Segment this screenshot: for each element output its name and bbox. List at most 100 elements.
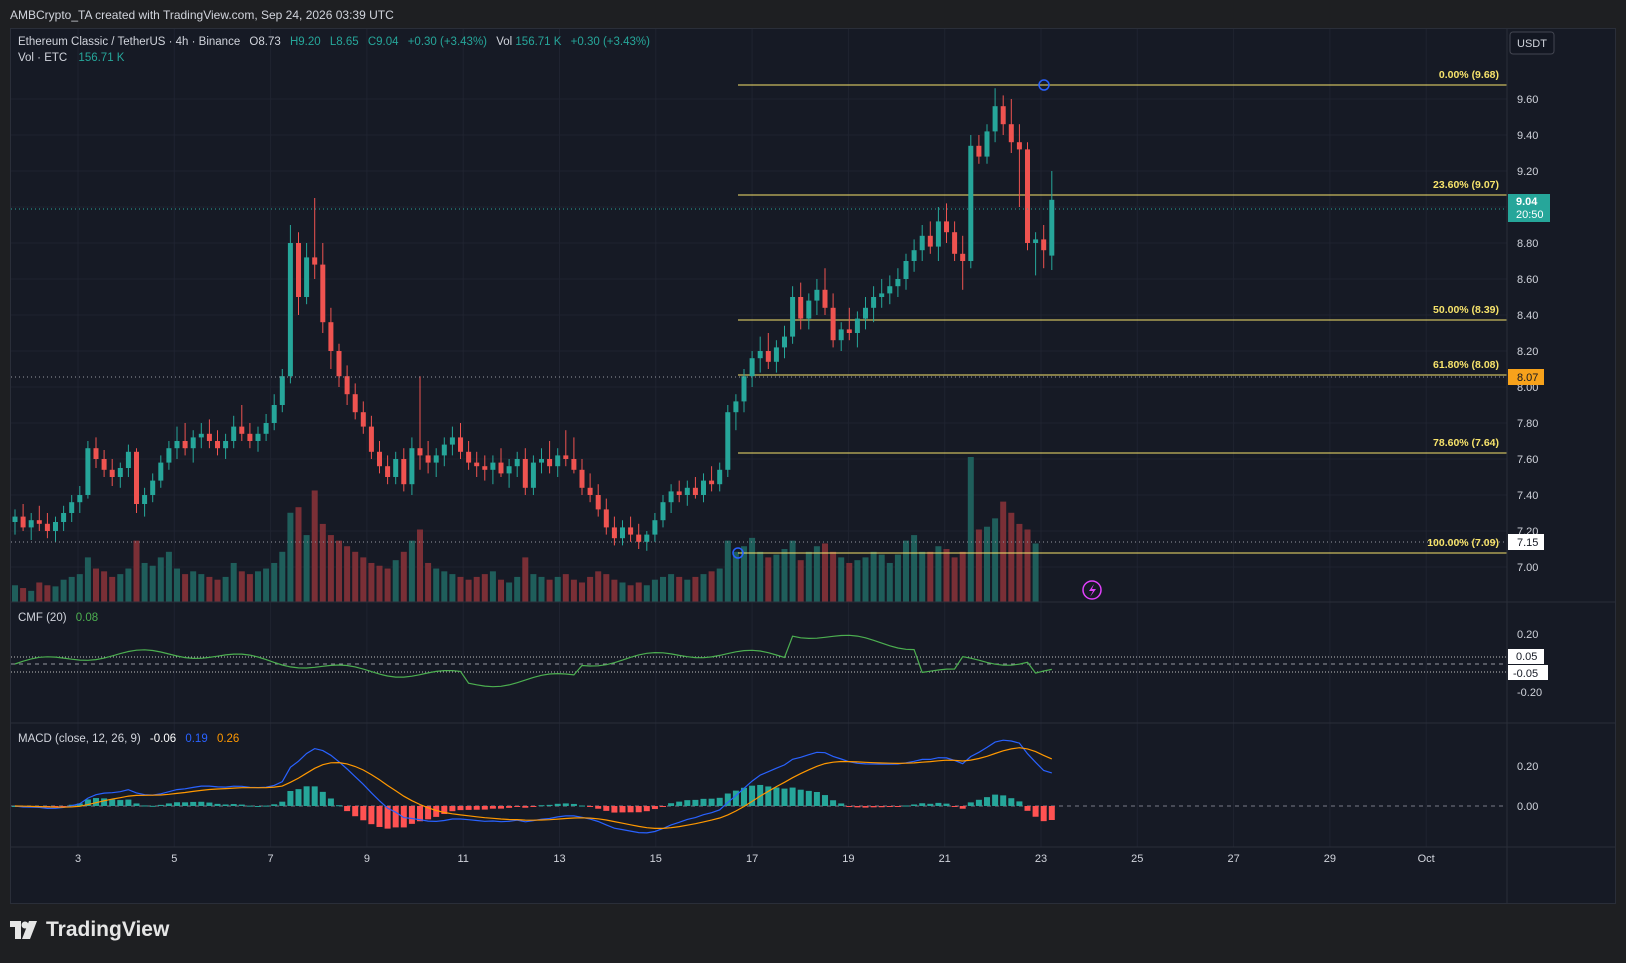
candle-body[interactable]: [984, 131, 990, 157]
candle-body[interactable]: [765, 351, 771, 362]
candle-body[interactable]: [458, 437, 463, 452]
candle-body[interactable]: [790, 297, 796, 337]
candle-body[interactable]: [1049, 199, 1055, 256]
candle-body[interactable]: [952, 232, 958, 254]
candle-body[interactable]: [352, 394, 358, 413]
candle-body[interactable]: [603, 509, 609, 528]
candle-body[interactable]: [150, 480, 156, 495]
candle-body[interactable]: [919, 235, 925, 251]
candle-body[interactable]: [846, 329, 852, 333]
candle-body[interactable]: [12, 516, 18, 522]
candle-body[interactable]: [263, 423, 269, 434]
candle-body[interactable]: [895, 279, 901, 287]
candle-body[interactable]: [611, 527, 617, 539]
candle-body[interactable]: [668, 491, 674, 503]
fib-anchor-low[interactable]: [732, 547, 744, 559]
candle-body[interactable]: [498, 462, 504, 474]
candle-body[interactable]: [255, 433, 261, 441]
candle-body[interactable]: [385, 466, 391, 477]
candle-body[interactable]: [1000, 106, 1006, 125]
candle-body[interactable]: [296, 243, 301, 297]
candle-body[interactable]: [109, 469, 115, 477]
candle-body[interactable]: [960, 253, 966, 261]
candle-body[interactable]: [425, 455, 431, 463]
candle-body[interactable]: [927, 235, 933, 247]
candle-body[interactable]: [838, 329, 844, 341]
candle-body[interactable]: [571, 459, 577, 470]
candle-body[interactable]: [166, 448, 172, 463]
candle-body[interactable]: [344, 376, 350, 395]
candle-body[interactable]: [1016, 142, 1022, 150]
tradingview-logo[interactable]: TradingView: [10, 918, 169, 942]
candle-body[interactable]: [158, 462, 164, 481]
candle-body[interactable]: [182, 441, 188, 449]
currency-badge[interactable]: USDT: [1509, 31, 1555, 55]
candle-body[interactable]: [563, 455, 569, 459]
candle-body[interactable]: [944, 221, 949, 233]
candle-body[interactable]: [976, 145, 982, 157]
fib-anchor-high[interactable]: [1038, 79, 1050, 91]
candle-body[interactable]: [555, 455, 561, 467]
candle-body[interactable]: [117, 468, 123, 477]
candle-body[interactable]: [368, 426, 374, 452]
candle-body[interactable]: [871, 297, 877, 308]
candle-body[interactable]: [773, 347, 779, 362]
candle-body[interactable]: [782, 336, 787, 348]
candle-body[interactable]: [579, 469, 585, 488]
candle-body[interactable]: [814, 289, 820, 301]
candle-body[interactable]: [93, 448, 99, 459]
candle-body[interactable]: [417, 448, 423, 456]
candle-body[interactable]: [749, 358, 755, 377]
candle-body[interactable]: [806, 300, 812, 319]
candle-body[interactable]: [409, 448, 415, 485]
candle-body[interactable]: [449, 437, 455, 445]
candle-body[interactable]: [53, 522, 58, 531]
candle-body[interactable]: [174, 441, 180, 449]
candle-body[interactable]: [717, 469, 723, 485]
candle-body[interactable]: [798, 297, 804, 319]
candle-body[interactable]: [935, 221, 941, 247]
candle-body[interactable]: [247, 433, 253, 441]
candle-body[interactable]: [336, 351, 342, 377]
candle-body[interactable]: [903, 261, 909, 279]
candle-body[interactable]: [239, 426, 245, 434]
candle-body[interactable]: [709, 480, 715, 485]
candle-body[interactable]: [506, 466, 512, 474]
candle-body[interactable]: [1033, 239, 1039, 243]
candle-body[interactable]: [530, 462, 536, 488]
candle-body[interactable]: [620, 527, 625, 539]
lightning-alert-icon[interactable]: [1082, 580, 1102, 600]
candle-body[interactable]: [441, 444, 447, 456]
candle-body[interactable]: [1025, 149, 1030, 243]
candle-body[interactable]: [28, 520, 34, 528]
candle-body[interactable]: [271, 405, 277, 423]
candle-body[interactable]: [44, 523, 50, 531]
candle-body[interactable]: [279, 376, 285, 405]
candle-body[interactable]: [701, 480, 706, 495]
candle-body[interactable]: [644, 534, 650, 542]
candle-body[interactable]: [36, 520, 42, 524]
candle-body[interactable]: [887, 286, 893, 294]
candle-body[interactable]: [684, 487, 690, 495]
candle-body[interactable]: [320, 264, 326, 323]
candle-body[interactable]: [474, 462, 480, 467]
candle-body[interactable]: [377, 451, 382, 467]
chart-panel[interactable]: Ethereum Classic / TetherUS · 4h · Binan…: [10, 28, 1616, 904]
candle-body[interactable]: [595, 495, 601, 510]
candle-body[interactable]: [433, 455, 439, 463]
candle-body[interactable]: [992, 106, 998, 132]
candle-body[interactable]: [741, 376, 747, 402]
candle-body[interactable]: [69, 502, 75, 513]
candle-body[interactable]: [968, 145, 974, 261]
candle-body[interactable]: [328, 322, 334, 351]
candle-body[interactable]: [360, 412, 366, 427]
candle-body[interactable]: [692, 487, 698, 495]
candle-body[interactable]: [1008, 124, 1014, 143]
candle-body[interactable]: [215, 441, 220, 449]
candle-body[interactable]: [312, 257, 318, 265]
candle-body[interactable]: [85, 448, 91, 495]
candle-body[interactable]: [660, 502, 666, 521]
candle-body[interactable]: [854, 318, 860, 333]
candle-body[interactable]: [652, 520, 658, 535]
candle-body[interactable]: [757, 351, 763, 359]
